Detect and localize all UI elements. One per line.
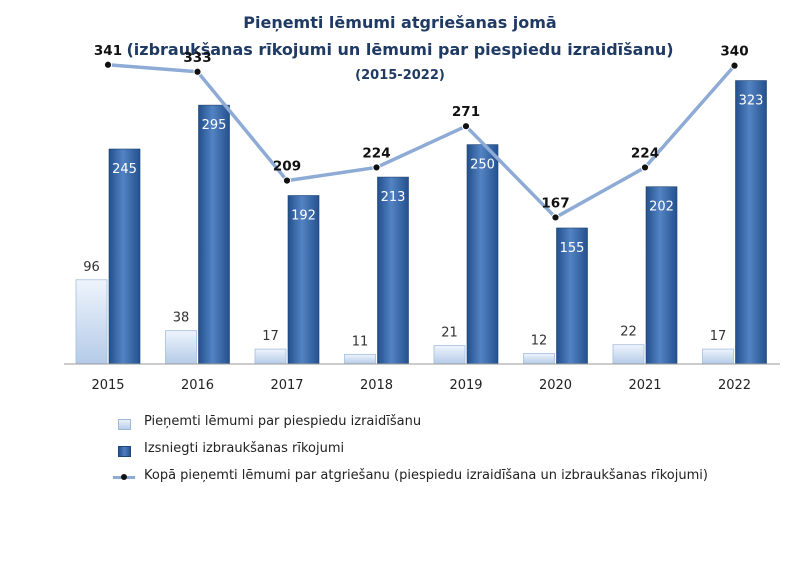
label-departure-orders-2015: 245 xyxy=(112,162,137,177)
total-point-2022 xyxy=(730,61,739,70)
label-forced-removal-2021: 22 xyxy=(620,325,637,340)
data-labels: 96 245 38 295 17 192 11 213 21 250 12 155 22 202 17 323… xyxy=(83,43,763,350)
bar-departure-orders-2021 xyxy=(645,186,678,365)
bar-forced-removal-2018 xyxy=(344,353,376,365)
chart-title: Pieņemti lēmumi atgriešanas jomā xyxy=(243,13,557,32)
bar-departure-orders-2019 xyxy=(466,144,499,365)
bars-dark-series xyxy=(108,80,767,365)
label-forced-removal-2020: 12 xyxy=(531,333,548,348)
chart-plot: 96 245 38 295 17 192 11 213 21 250 12 155 22 202 17 323… xyxy=(64,43,780,393)
label-forced-removal-2022: 17 xyxy=(710,329,727,344)
total-point-2016 xyxy=(193,67,202,76)
bar-departure-orders-2016 xyxy=(198,104,230,365)
label-forced-removal-2017: 17 xyxy=(262,329,279,344)
total-point-2018 xyxy=(372,163,381,172)
total-point-2015 xyxy=(103,60,113,69)
bar-forced-removal-2020 xyxy=(523,353,555,365)
label-departure-orders-2016: 295 xyxy=(202,118,227,133)
label-departure-orders-2022: 323 xyxy=(739,94,764,109)
legend-label: Pieņemti lēmumi par piespiedu izraidīšan… xyxy=(144,414,422,429)
chart-subtitle: (izbraukšanas rīkojumi un lēmumi par pie… xyxy=(126,40,674,59)
label-departure-orders-2020: 155 xyxy=(560,241,585,256)
label-total-2018: 224 xyxy=(362,145,390,161)
total-point-2021 xyxy=(640,163,650,172)
total-point-2020 xyxy=(551,213,560,222)
x-tick-labels: 2015 2016 2017 2018 2019 2020 2021 2022 xyxy=(91,378,751,393)
label-forced-removal-2015: 96 xyxy=(83,260,100,275)
label-total-2020: 167 xyxy=(541,195,569,211)
total-line-path xyxy=(107,63,736,220)
legend-label: Kopā pieņemti lēmumi par atgriešanu (pie… xyxy=(144,468,708,483)
legend-swatch-dark xyxy=(118,446,131,457)
bar-forced-removal-2017 xyxy=(254,348,287,365)
label-total-2022: 340 xyxy=(720,44,748,60)
x-tick-2021: 2021 xyxy=(628,378,661,393)
legend-label: Izsniegti izbraukšanas rīkojumi xyxy=(144,441,345,456)
label-forced-removal-2018: 11 xyxy=(352,334,369,349)
label-total-2015: 341 xyxy=(94,43,122,59)
bar-departure-orders-2022 xyxy=(735,80,767,365)
bar-forced-removal-2022 xyxy=(702,348,734,365)
label-departure-orders-2018: 213 xyxy=(381,190,406,205)
x-tick-2017: 2017 xyxy=(270,378,303,393)
x-tick-2016: 2016 xyxy=(181,378,214,393)
bar-departure-orders-2018 xyxy=(377,176,409,365)
label-departure-orders-2017: 192 xyxy=(291,209,316,224)
label-total-2016: 333 xyxy=(183,50,211,66)
bar-departure-orders-2015 xyxy=(108,148,141,365)
label-forced-removal-2019: 21 xyxy=(441,326,458,341)
x-tick-2020: 2020 xyxy=(539,378,572,393)
label-total-2019: 271 xyxy=(452,104,480,120)
x-tick-2019: 2019 xyxy=(449,378,482,393)
total-line-series xyxy=(103,60,739,222)
x-tick-2022: 2022 xyxy=(718,378,751,393)
bar-forced-removal-2015 xyxy=(75,279,108,365)
bar-forced-removal-2019 xyxy=(433,345,466,365)
label-total-2021: 224 xyxy=(631,145,659,161)
legend-swatch-light xyxy=(118,419,131,430)
total-point-2017 xyxy=(282,176,292,185)
label-departure-orders-2019: 250 xyxy=(470,158,495,173)
x-tick-2018: 2018 xyxy=(360,378,393,393)
bar-departure-orders-2017 xyxy=(287,195,320,365)
bar-forced-removal-2016 xyxy=(165,330,197,365)
total-point-2019 xyxy=(461,122,471,131)
x-tick-2015: 2015 xyxy=(91,378,124,393)
legend-marker-dot xyxy=(121,474,127,480)
chart-period: (2015-2022) xyxy=(355,68,445,83)
label-departure-orders-2021: 202 xyxy=(649,200,674,215)
label-forced-removal-2016: 38 xyxy=(173,311,190,326)
bar-forced-removal-2021 xyxy=(612,344,645,365)
label-total-2017: 209 xyxy=(273,159,301,175)
bar-departure-orders-2020 xyxy=(556,227,588,365)
